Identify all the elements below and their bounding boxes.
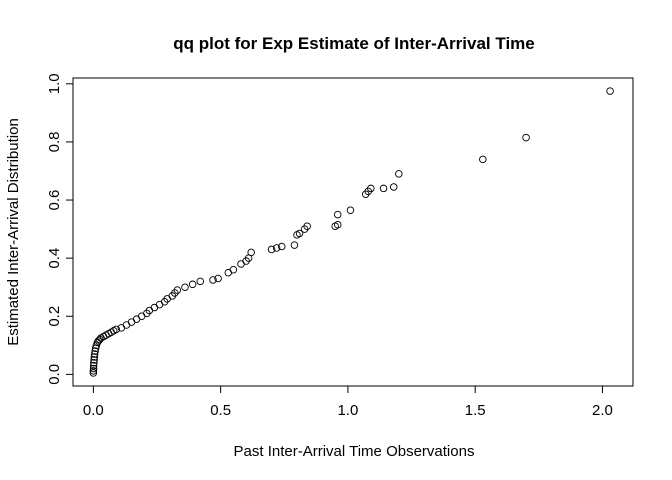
data-point — [122, 321, 131, 329]
data-point — [173, 286, 182, 294]
data-point — [267, 245, 276, 254]
data-point — [89, 364, 98, 373]
data-point — [89, 367, 98, 375]
data-point — [522, 133, 530, 142]
data-point — [90, 356, 98, 364]
data-point — [367, 184, 375, 193]
data-point — [90, 353, 99, 361]
plot-frame — [72, 77, 634, 387]
data-point — [333, 220, 342, 229]
data-point — [155, 300, 164, 309]
chart-title: qq plot for Exp Estimate of Inter-Arriva… — [173, 34, 534, 53]
data-point — [229, 266, 238, 274]
data-point — [137, 312, 146, 321]
data-point — [277, 242, 286, 251]
data-point — [389, 183, 398, 191]
data-point — [333, 210, 342, 219]
data-point — [479, 155, 487, 164]
y-tick-label: 0.8 — [46, 131, 63, 152]
x-axis: 0.0 0.5 1.0 1.5 2.0 — [83, 385, 613, 419]
data-point — [89, 361, 98, 370]
data-point — [395, 170, 403, 178]
y-axis: 0.0 0.2 0.4 0.6 0.8 1.0 — [46, 73, 74, 385]
data-point — [196, 277, 205, 286]
data-point — [90, 359, 98, 367]
data-point — [237, 260, 245, 268]
x-tick-label: 0.5 — [210, 402, 231, 419]
data-point — [150, 303, 159, 312]
data-point — [224, 268, 233, 277]
x-tick-label: 2.0 — [592, 402, 613, 419]
data-point — [188, 280, 197, 289]
x-tick-label: 1.5 — [465, 402, 486, 419]
y-tick-label: 0.6 — [46, 190, 63, 211]
y-tick-label: 1.0 — [46, 73, 63, 94]
y-tick-label: 0.0 — [46, 364, 63, 385]
data-point — [112, 325, 121, 334]
data-point — [247, 248, 255, 257]
data-point — [346, 206, 355, 214]
data-point — [209, 276, 217, 284]
data-point — [606, 87, 614, 95]
data-point — [290, 241, 299, 249]
data-point — [89, 369, 98, 377]
x-axis-label: Past Inter-Arrival Time Observations — [234, 443, 475, 460]
data-point — [127, 318, 136, 326]
data-point — [181, 283, 189, 291]
data-point — [214, 274, 222, 283]
y-tick-label: 0.4 — [46, 248, 63, 269]
data-point — [303, 222, 311, 230]
x-tick-label: 1.0 — [337, 402, 358, 419]
data-point — [90, 350, 99, 358]
y-axis-label: Estimated Inter-Arrival Distribution — [5, 118, 22, 346]
y-tick-label: 0.2 — [46, 306, 63, 327]
data-point — [272, 244, 281, 252]
x-tick-label: 0.0 — [83, 402, 104, 419]
data-point — [91, 347, 99, 355]
data-point — [295, 229, 304, 238]
data-points — [89, 87, 614, 377]
data-point — [132, 315, 141, 323]
data-point — [379, 184, 388, 193]
